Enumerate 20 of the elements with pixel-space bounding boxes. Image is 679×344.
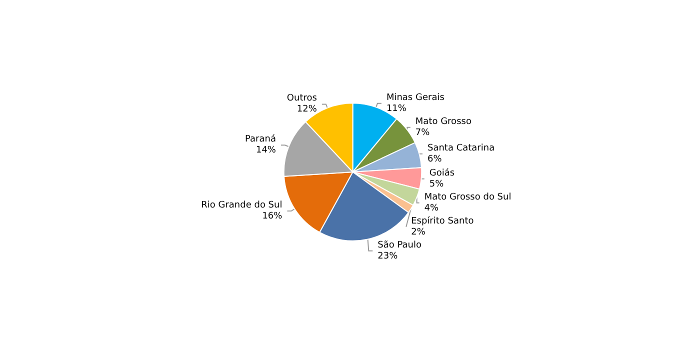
data-label: 23% bbox=[378, 251, 398, 262]
slice-label: Mato Grosso do Sul bbox=[424, 192, 512, 202]
data-label: 2% bbox=[411, 227, 426, 238]
data-label: 12% bbox=[296, 104, 318, 115]
slice-label: Paraná bbox=[245, 134, 276, 145]
slice-label: Rio Grande do Sul bbox=[201, 200, 282, 211]
data-label: 16% bbox=[262, 212, 283, 222]
slice-label: Mato Grosso bbox=[415, 116, 472, 127]
slice-label: Santa Catarina bbox=[427, 143, 495, 154]
slice-label: Outros bbox=[286, 94, 318, 104]
data-label: 5% bbox=[429, 179, 444, 190]
slice-label: Espírito Santo bbox=[411, 215, 474, 226]
slice-label: Goiás bbox=[429, 167, 455, 178]
slice-label: Minas Gerais bbox=[386, 92, 445, 103]
data-label: 7% bbox=[415, 128, 430, 138]
slice-label: São Paulo bbox=[378, 240, 422, 250]
data-label: 4% bbox=[424, 203, 440, 214]
data-label: 11% bbox=[386, 104, 407, 114]
data-label: 14% bbox=[256, 146, 276, 156]
data-label: 6% bbox=[427, 154, 442, 164]
